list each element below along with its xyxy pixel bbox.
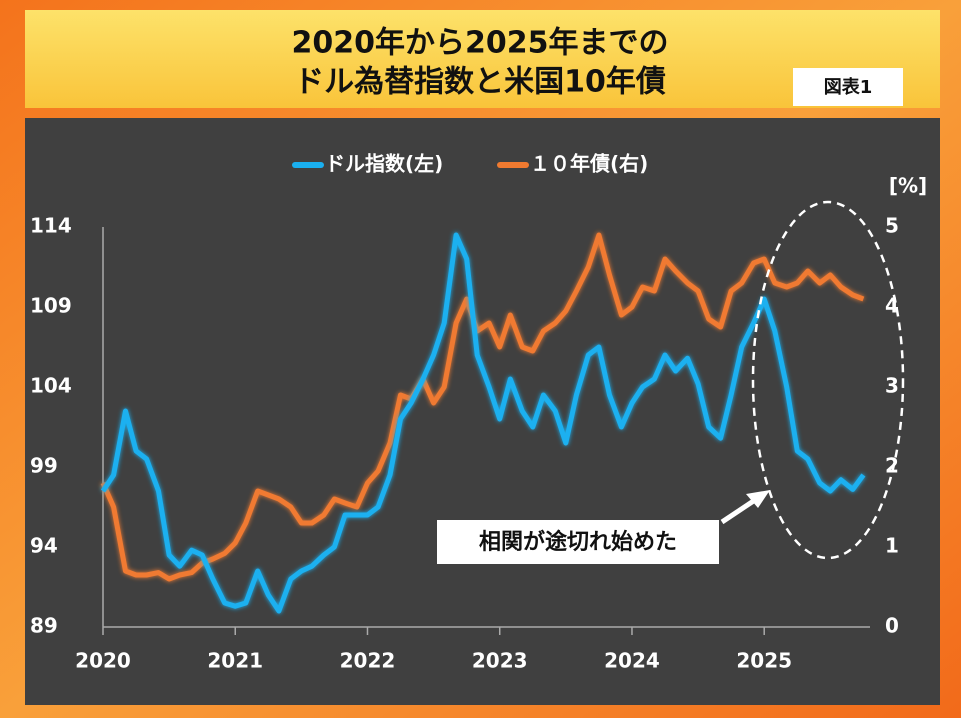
legend-label: １０年債(右) (530, 152, 648, 176)
arrow-head (746, 490, 770, 508)
plot-background (25, 118, 940, 705)
y2-tick-label: 1 (885, 534, 899, 558)
y2-tick-label: 0 (885, 614, 899, 638)
x-tick-label: 2024 (604, 649, 660, 673)
figure-label-box (793, 68, 903, 106)
y-tick-label: 94 (30, 534, 58, 558)
arrow-shaft (720, 495, 760, 525)
title-box (25, 10, 940, 108)
x-tick-label: 2023 (472, 649, 528, 673)
y2-axis-label: [%] (889, 174, 927, 198)
y2-tick-label: 2 (885, 454, 899, 478)
x-tick-label: 2022 (340, 649, 396, 673)
series-line (100, 232, 865, 582)
highlight-ellipse (751, 200, 905, 560)
series-line (100, 232, 866, 614)
chart-title: 2020年から2025年までの (292, 26, 669, 61)
annotation: 相関が途切れ始めた (479, 529, 677, 555)
y2-tick-label: 3 (885, 374, 899, 398)
legend-label: ドル指数(左) (325, 152, 443, 176)
y-tick-label: 114 (30, 214, 72, 238)
figure-label: 図表1 (824, 76, 873, 98)
x-tick-label: 2025 (736, 649, 792, 673)
x-tick-label: 2020 (75, 649, 131, 673)
y-tick-label: 104 (30, 374, 72, 398)
y-tick-label: 99 (30, 454, 58, 478)
annotation-box (437, 520, 719, 564)
x-tick-label: 2021 (207, 649, 263, 673)
y-tick-label: 109 (30, 294, 72, 318)
y-tick-label: 89 (30, 614, 58, 638)
chart-subtitle: ドル為替指数と米国10年債 (294, 65, 666, 100)
y2-tick-label: 5 (885, 214, 899, 238)
